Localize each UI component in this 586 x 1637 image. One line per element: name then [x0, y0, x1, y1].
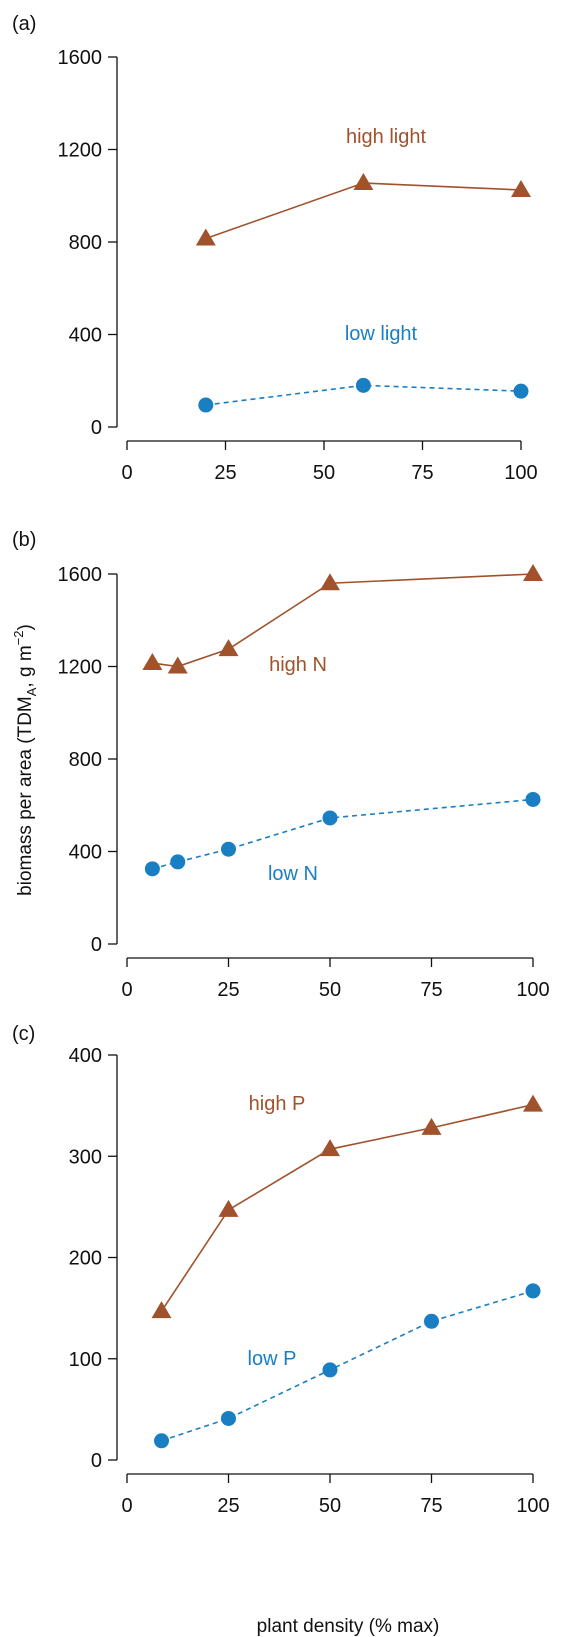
data-point-triangle	[320, 573, 340, 591]
data-point-circle	[525, 791, 541, 807]
data-point-circle	[198, 397, 214, 413]
series-line-low	[205, 384, 522, 406]
y-tick-label: 400	[69, 842, 102, 864]
data-point-circle	[525, 1283, 541, 1299]
y-tick-label: 800	[69, 232, 102, 254]
x-tick-label: 50	[319, 979, 341, 1001]
x-tick-label: 75	[411, 462, 433, 484]
x-tick-label: 50	[319, 1495, 341, 1517]
data-point-circle	[221, 841, 236, 857]
x-tick-label: 25	[214, 462, 236, 484]
chart-panel-c: (c) 0 100 200 300 400 0 25 50 75 100 high P low P	[12, 1023, 550, 1517]
x-tick-label: 0	[121, 462, 132, 484]
panel-label: (b)	[12, 529, 36, 551]
x-tick-label: 100	[504, 462, 537, 484]
data-point-circle	[221, 1410, 236, 1426]
x-tick-label: 100	[516, 979, 549, 1001]
data-point-triangle	[218, 1199, 239, 1217]
y-tick-label: 0	[91, 934, 102, 956]
data-point-triangle	[511, 179, 531, 197]
series-annotation: low N	[268, 863, 318, 885]
data-point-triangle	[421, 1117, 442, 1135]
x-tick-label: 100	[516, 1495, 549, 1517]
y-tick-label: 100	[69, 1349, 102, 1371]
data-point-triangle	[195, 228, 216, 246]
data-point-circle	[355, 377, 371, 393]
data-point-circle	[144, 861, 160, 877]
chart-panel-a: (a) 0 400 800 1200 1600 0 25 50 75 100 high light lo…	[12, 13, 538, 484]
series-line-high	[160, 1103, 534, 1312]
y-tick-label: 0	[91, 1450, 102, 1472]
series-line-low	[152, 798, 534, 870]
y-tick-label: 1200	[58, 140, 103, 162]
x-tick-label: 50	[313, 462, 335, 484]
y-tick-label: 1600	[58, 564, 103, 586]
y-tick-label: 300	[69, 1146, 102, 1168]
series-line-low	[161, 1290, 534, 1442]
y-tick-label: 200	[69, 1248, 102, 1270]
data-point-circle	[154, 1433, 170, 1449]
data-point-triangle	[320, 1139, 340, 1157]
data-point-circle	[322, 810, 338, 826]
series-line-high	[205, 182, 522, 240]
chart-panel-b: (b) 0 400 800 1200 1600 0 25 50 75 100 high N low N	[12, 529, 550, 1001]
data-point-triangle	[142, 653, 163, 671]
y-tick-label: 1600	[58, 47, 103, 69]
data-point-circle	[170, 854, 186, 870]
y-tick-label: 400	[69, 1045, 102, 1067]
series-annotation: high N	[269, 654, 327, 676]
data-point-triangle	[353, 173, 374, 191]
data-point-triangle	[523, 564, 543, 581]
x-tick-label: 0	[121, 979, 132, 1001]
data-point-triangle	[151, 1301, 172, 1319]
series-annotation: high P	[249, 1093, 306, 1115]
x-tick-label: 25	[217, 1495, 239, 1517]
series-annotation: high light	[346, 126, 427, 148]
y-tick-label: 400	[69, 325, 102, 347]
x-axis-title: plant density (% max)	[257, 1616, 440, 1637]
x-tick-label: 75	[420, 1495, 442, 1517]
data-point-triangle	[167, 656, 188, 674]
panel-label: (c)	[12, 1023, 35, 1045]
panel-label: (a)	[12, 13, 36, 35]
data-point-triangle	[523, 1094, 543, 1112]
x-tick-label: 75	[420, 979, 442, 1001]
y-tick-label: 1200	[58, 657, 103, 679]
y-tick-label: 800	[69, 749, 102, 771]
series-annotation: low P	[248, 1348, 297, 1370]
y-axis-title: biomass per area (TDMA, g m−2)	[11, 624, 39, 896]
series-line-high	[152, 573, 534, 668]
data-point-circle	[513, 383, 529, 399]
data-point-triangle	[218, 639, 239, 657]
data-point-circle	[322, 1362, 338, 1378]
x-tick-label: 25	[217, 979, 239, 1001]
x-tick-label: 0	[121, 1495, 132, 1517]
y-tick-label: 0	[91, 417, 102, 439]
series-annotation: low light	[345, 323, 418, 345]
data-point-circle	[424, 1313, 439, 1329]
